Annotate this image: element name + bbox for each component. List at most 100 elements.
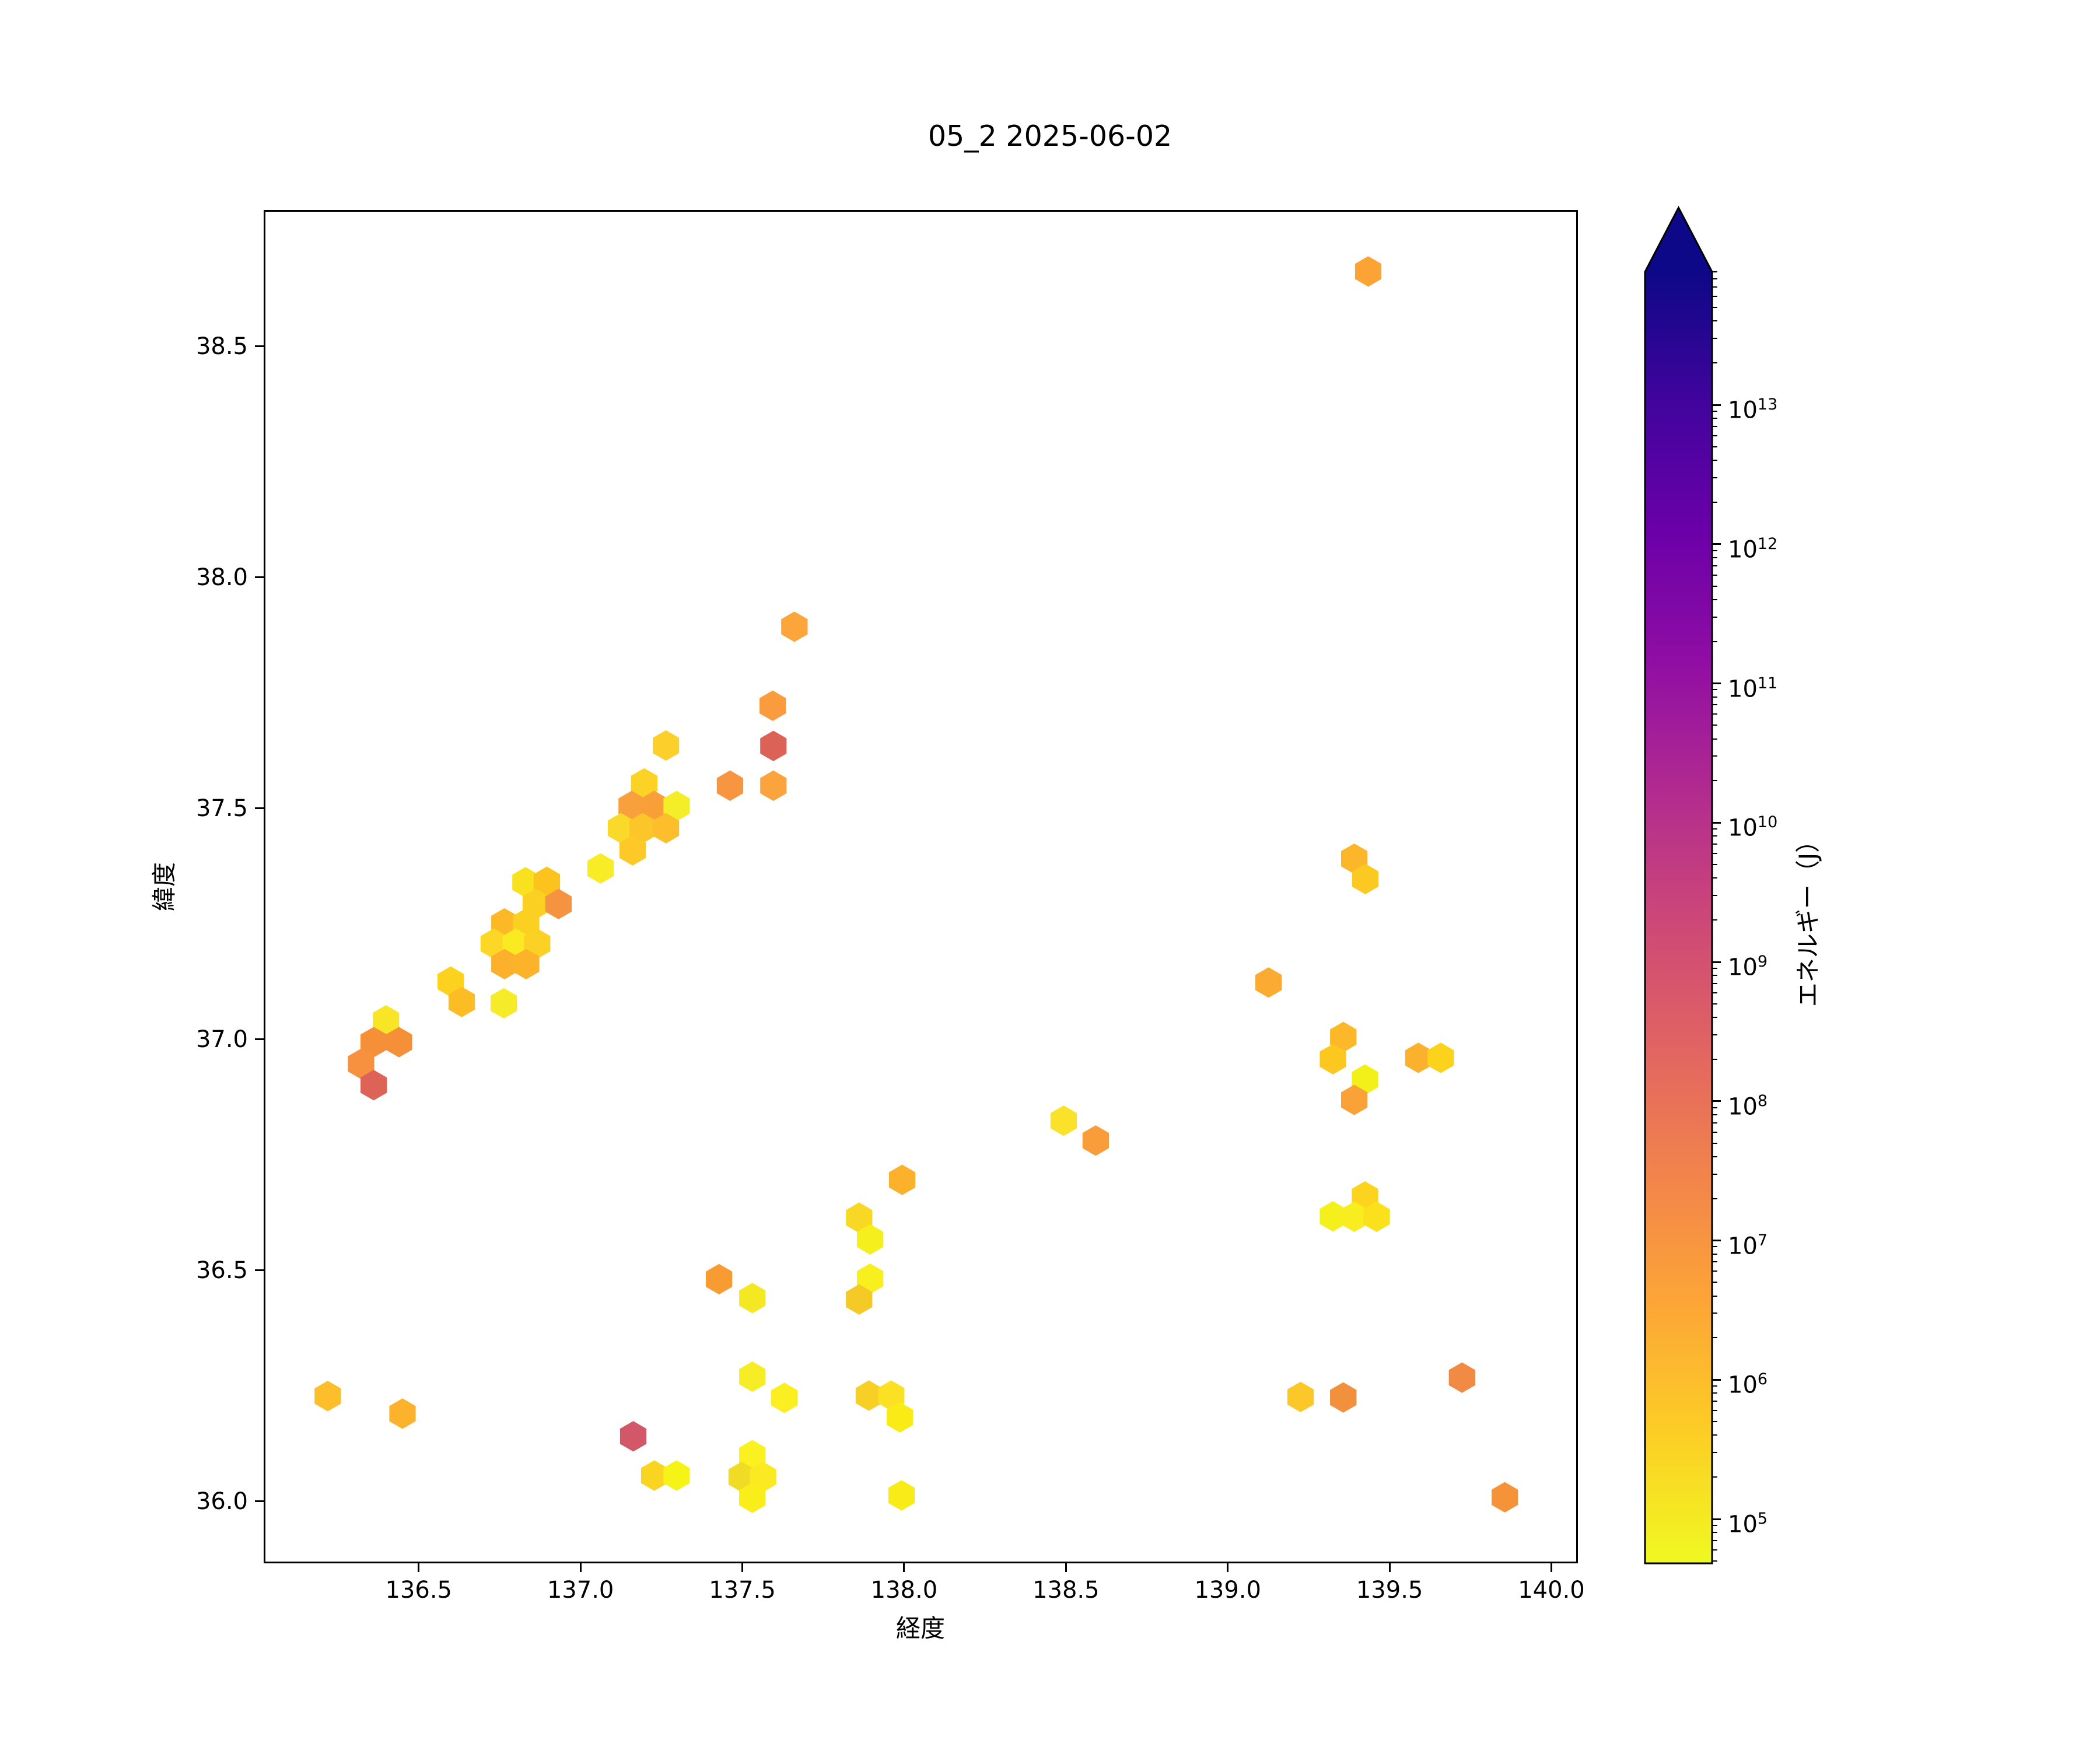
colorbar-minor-tick <box>1712 477 1717 478</box>
colorbar-minor-tick <box>1712 704 1717 706</box>
colorbar-minor-tick <box>1712 1142 1717 1144</box>
colorbar-gradient-bar <box>1645 272 1712 1563</box>
y-tick-mark <box>255 1038 264 1041</box>
colorbar-minor-tick <box>1712 835 1717 837</box>
y-tick-label: 36.5 <box>195 1256 248 1284</box>
y-tick-mark <box>255 1500 264 1503</box>
colorbar-minor-tick <box>1712 755 1717 757</box>
colorbar-label: エネルギー（J） <box>1794 828 1822 1007</box>
colorbar-minor-tick <box>1712 1156 1717 1157</box>
y-tick-label: 38.5 <box>195 332 248 360</box>
colorbar-tick-label: 108 <box>1728 1091 1768 1121</box>
x-tick-mark <box>1550 1563 1552 1572</box>
hexbin-cell <box>1427 1042 1454 1073</box>
y-tick-mark <box>255 807 264 810</box>
colorbar-minor-tick <box>1712 296 1717 298</box>
hexbin-cell <box>587 853 614 884</box>
x-tick-mark <box>1065 1563 1067 1572</box>
hexbin-cell <box>781 611 808 642</box>
colorbar-tick-label: 1013 <box>1728 396 1778 424</box>
colorbar-minor-tick <box>1712 713 1717 715</box>
hexbin-cell <box>1320 1044 1346 1074</box>
colorbar-minor-tick <box>1712 1560 1717 1562</box>
hexbin-cell <box>545 888 572 919</box>
y-tick-label: 37.5 <box>195 794 248 822</box>
colorbar-minor-tick <box>1712 1295 1717 1297</box>
colorbar-minor-tick <box>1712 460 1717 461</box>
hexbin-cell <box>1448 1362 1475 1393</box>
colorbar-minor-tick <box>1712 696 1717 698</box>
hexbin-cell <box>887 1402 914 1433</box>
colorbar-minor-tick <box>1712 418 1717 419</box>
colorbar-minor-tick <box>1712 967 1717 969</box>
colorbar-minor-tick <box>1712 320 1717 322</box>
hexbin-cell <box>386 1027 412 1058</box>
colorbar-minor-tick <box>1712 1270 1717 1272</box>
colorbar-minor-tick <box>1712 1337 1717 1339</box>
hexbin-cell <box>1082 1125 1109 1156</box>
y-tick-mark <box>255 345 264 348</box>
colorbar-minor-tick <box>1712 1401 1717 1402</box>
colorbar-minor-tick <box>1712 982 1717 984</box>
y-tick-label: 36.0 <box>195 1488 248 1515</box>
y-tick-mark <box>255 576 264 579</box>
hexbin-cell <box>389 1398 416 1429</box>
colorbar-minor-tick <box>1712 724 1717 726</box>
x-tick-mark <box>579 1563 582 1572</box>
colorbar-minor-tick <box>1712 1452 1717 1454</box>
y-tick-mark <box>255 1269 264 1272</box>
colorbar-major-tick <box>1712 682 1721 684</box>
hexbin-cell <box>760 690 786 721</box>
hexbin-cell <box>771 1382 798 1413</box>
colorbar-minor-tick <box>1712 1003 1717 1005</box>
hexbin-cell <box>1363 1202 1390 1232</box>
colorbar-major-tick <box>1712 404 1721 406</box>
hexbin-cell <box>448 986 475 1017</box>
colorbar-major-tick <box>1712 821 1721 824</box>
y-tick-label: 37.0 <box>195 1026 248 1053</box>
hexbin-cell <box>760 730 787 761</box>
hexbin-cell <box>1050 1105 1077 1136</box>
colorbar-tick-label: 107 <box>1728 1231 1768 1259</box>
colorbar-minor-tick <box>1712 598 1717 600</box>
hexbin-cell <box>888 1480 915 1511</box>
colorbar-minor-tick <box>1712 1434 1717 1436</box>
hexbin-cell <box>314 1381 341 1412</box>
hexbin-cell <box>360 1070 387 1101</box>
colorbar-minor-tick <box>1712 362 1717 364</box>
colorbar-extend-arrow-icon <box>1645 208 1712 272</box>
colorbar-minor-tick <box>1712 1549 1717 1550</box>
x-tick-label: 137.5 <box>709 1577 776 1604</box>
colorbar-tick-label: 109 <box>1728 953 1768 981</box>
hexbin-cell <box>663 1460 690 1491</box>
x-tick-label: 136.5 <box>385 1577 452 1604</box>
colorbar-minor-tick <box>1712 565 1717 566</box>
colorbar-minor-tick <box>1712 1282 1717 1283</box>
colorbar-major-tick <box>1712 543 1721 545</box>
hexbin-cell <box>1352 863 1379 894</box>
colorbar-minor-tick <box>1712 975 1717 977</box>
colorbar-tick-label: 1012 <box>1728 534 1778 564</box>
colorbar-minor-tick <box>1712 853 1717 855</box>
colorbar-minor-tick <box>1712 1385 1717 1387</box>
colorbar-minor-tick <box>1712 574 1717 576</box>
colorbar-minor-tick <box>1712 738 1717 740</box>
colorbar-minor-tick <box>1712 1532 1717 1534</box>
hexbin-cell <box>739 1362 766 1392</box>
colorbar-minor-tick <box>1712 1261 1717 1263</box>
colorbar-minor-tick <box>1712 425 1717 427</box>
colorbar-minor-tick <box>1712 689 1717 691</box>
hexbin-cell <box>739 1482 766 1513</box>
colorbar-tick-label: 106 <box>1728 1370 1768 1399</box>
x-tick-label: 137.0 <box>547 1577 614 1604</box>
hexbin-cell <box>739 1283 766 1314</box>
hexbin-cell <box>653 813 680 844</box>
colorbar-minor-tick <box>1712 556 1717 558</box>
x-tick-label: 138.5 <box>1032 1577 1100 1604</box>
colorbar-minor-tick <box>1712 585 1717 587</box>
colorbar-minor-tick <box>1712 410 1717 412</box>
x-tick-mark <box>418 1563 420 1572</box>
colorbar-minor-tick <box>1712 844 1717 845</box>
